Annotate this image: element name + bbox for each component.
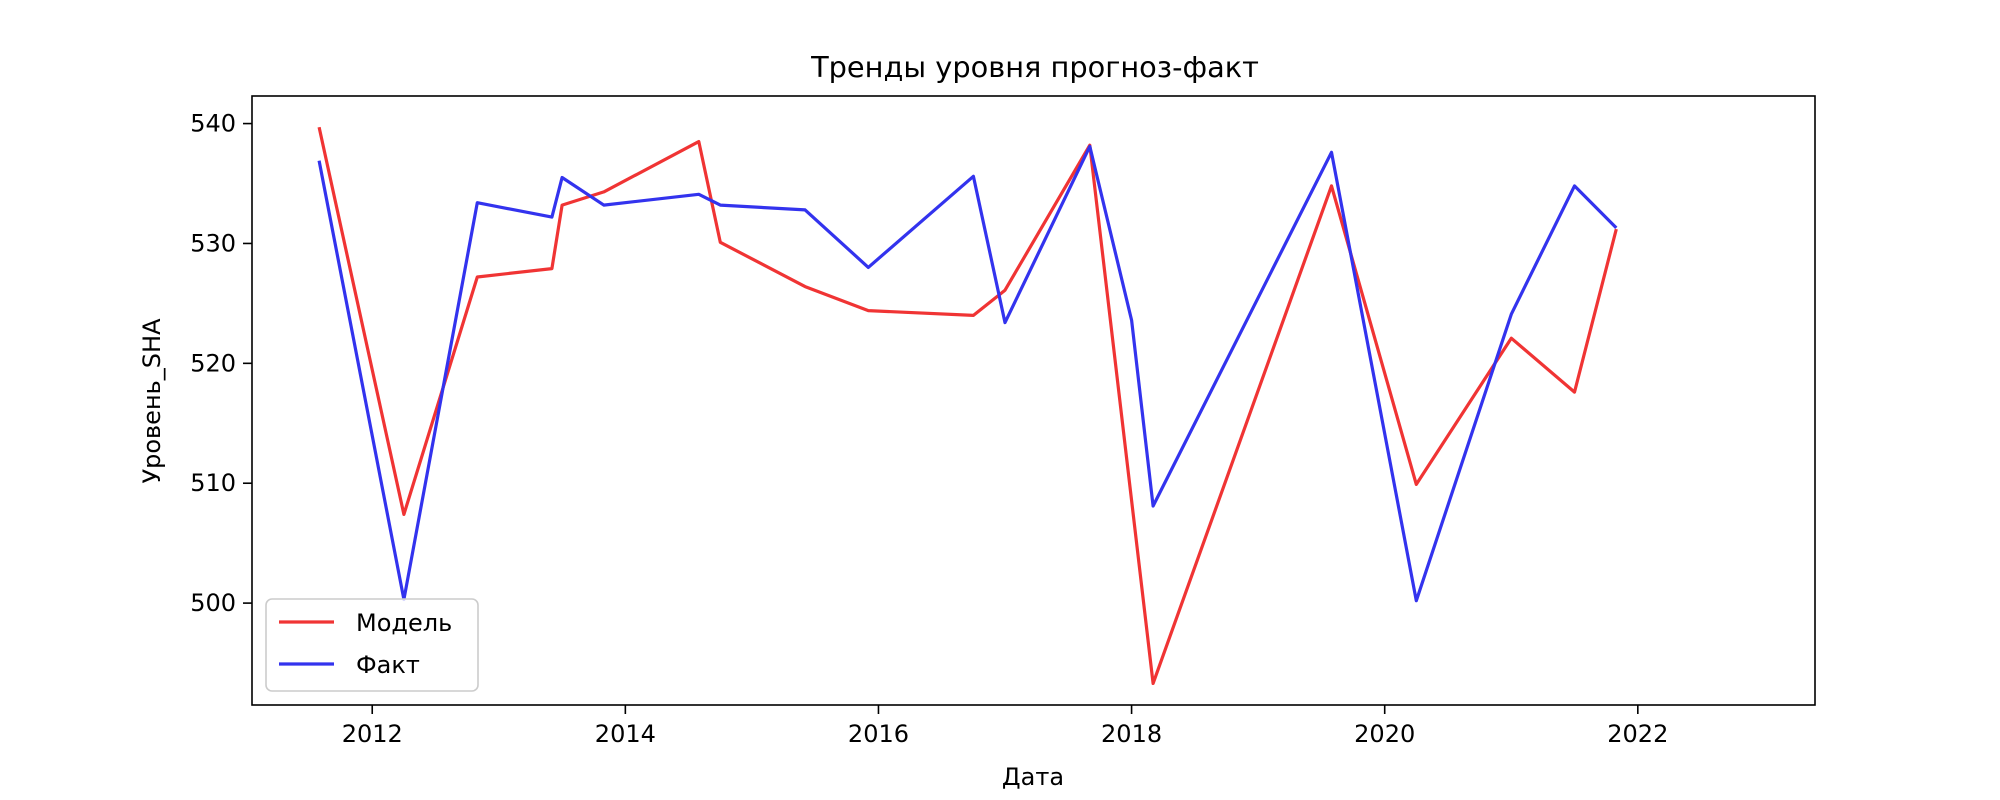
legend-label-model: Модель (356, 609, 452, 637)
x-tick-label: 2020 (1354, 720, 1415, 748)
legend: Модель Факт (265, 598, 479, 692)
x-tick-label: 2012 (342, 720, 403, 748)
y-tick-label: 540 (190, 110, 236, 138)
y-tick-label: 500 (190, 589, 236, 617)
x-tick-label: 2022 (1607, 720, 1668, 748)
x-axis-label: Дата (1002, 763, 1064, 791)
y-tick-label: 530 (190, 229, 236, 257)
y-axis-label: Уровень_SHA (138, 318, 166, 484)
series-line-fact (317, 144, 1618, 603)
x-tick-label: 2016 (848, 720, 909, 748)
x-tick-label: 2014 (595, 720, 656, 748)
plot-frame (251, 95, 1816, 706)
chart-title: Тренды уровня прогноз-факт (810, 50, 1259, 84)
legend-label-fact: Факт (356, 651, 420, 679)
y-axis: 500 510 520 530 540 (190, 110, 252, 617)
x-axis: 2012 2014 2016 2018 2020 2022 (342, 705, 1668, 748)
x-tick-label: 2018 (1101, 720, 1162, 748)
series-line-model (317, 126, 1618, 686)
y-tick-label: 510 (190, 469, 236, 497)
y-tick-label: 520 (190, 349, 236, 377)
series-layer (317, 126, 1618, 686)
